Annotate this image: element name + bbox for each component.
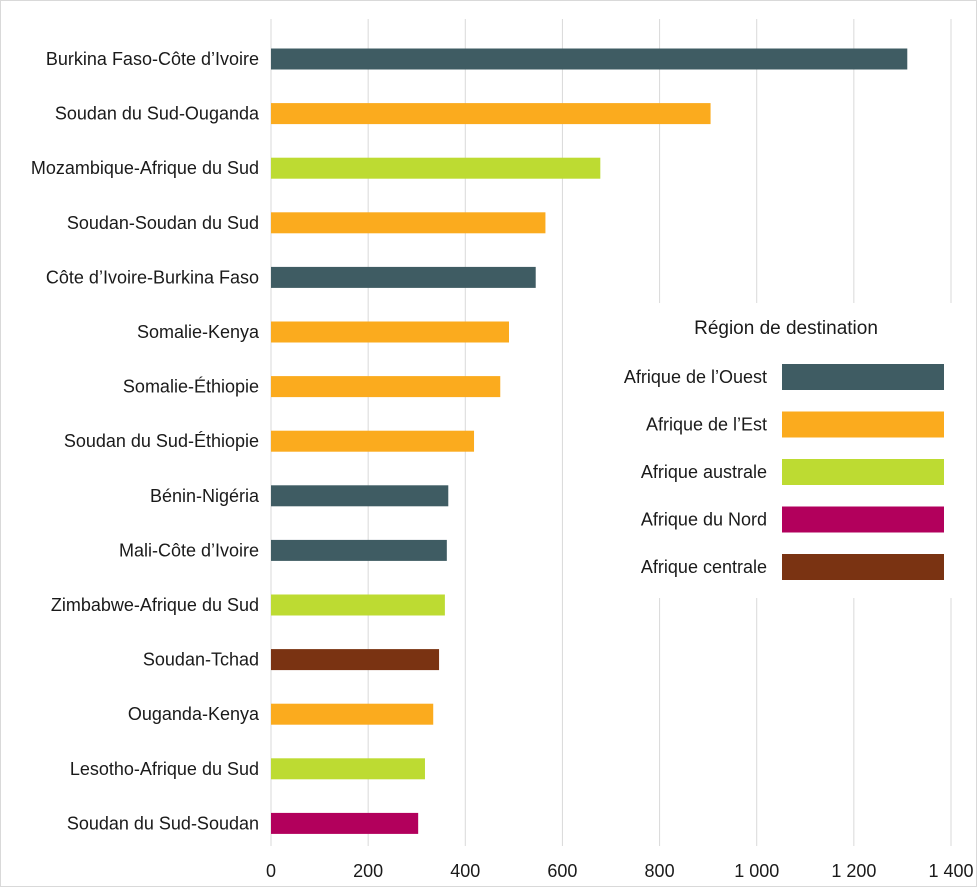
legend-label-5: Afrique centrale xyxy=(641,557,767,577)
category-label-3: Mozambique-Afrique du Sud xyxy=(31,158,259,178)
legend-swatch-4 xyxy=(782,506,944,533)
x-tick-label-4: 800 xyxy=(645,861,675,881)
bar-12 xyxy=(271,649,440,671)
legend-title: Région de destination xyxy=(694,318,878,339)
bar-15 xyxy=(271,812,419,834)
category-label-10: Mali-Côte d’Ivoire xyxy=(119,540,259,560)
x-tick-label-2: 400 xyxy=(450,861,480,881)
x-tick-label-6: 1 200 xyxy=(831,861,876,881)
category-label-5: Côte d’Ivoire-Burkina Faso xyxy=(46,267,259,287)
legend-label-4: Afrique du Nord xyxy=(641,510,767,530)
legend-swatch-3 xyxy=(782,459,944,485)
category-label-13: Ouganda-Kenya xyxy=(128,704,260,724)
legend-label-3: Afrique australe xyxy=(641,462,767,482)
bar-6 xyxy=(271,321,509,343)
category-label-9: Bénin-Nigéria xyxy=(150,486,260,506)
bar-14 xyxy=(271,758,425,780)
legend-label-2: Afrique de l’Est xyxy=(646,415,767,435)
x-tick-label-0: 0 xyxy=(266,861,276,881)
legend-swatch-5 xyxy=(782,554,944,580)
category-label-6: Somalie-Kenya xyxy=(137,322,260,342)
bar-3 xyxy=(271,157,601,179)
bar-9 xyxy=(271,485,449,507)
bar-2 xyxy=(271,103,711,125)
legend-label-1: Afrique de l’Ouest xyxy=(624,367,767,387)
legend-background xyxy=(591,303,966,598)
category-label-15: Soudan du Sud-Soudan xyxy=(67,813,259,833)
bar-1 xyxy=(271,48,908,70)
category-label-7: Somalie-Éthiopie xyxy=(123,377,259,397)
category-label-14: Lesotho-Afrique du Sud xyxy=(70,759,259,779)
legend: Région de destination Afrique de l’Ouest… xyxy=(591,303,966,598)
category-label-8: Soudan du Sud-Éthiopie xyxy=(64,431,259,451)
legend-swatch-2 xyxy=(782,411,944,438)
bar-13 xyxy=(271,703,434,725)
legend-swatch-1 xyxy=(782,364,944,390)
category-label-2: Soudan du Sud-Ouganda xyxy=(55,104,260,124)
category-label-11: Zimbabwe-Afrique du Sud xyxy=(51,595,259,615)
x-tick-label-7: 1 400 xyxy=(928,861,973,881)
bars xyxy=(271,48,908,834)
x-tick-label-5: 1 000 xyxy=(734,861,779,881)
bar-7 xyxy=(271,376,501,398)
bar-10 xyxy=(271,539,447,561)
x-tick-label-1: 200 xyxy=(353,861,383,881)
bar-8 xyxy=(271,430,475,452)
bar-4 xyxy=(271,212,546,234)
category-labels: Burkina Faso-Côte d’Ivoire Soudan du Sud-… xyxy=(31,49,260,833)
category-label-1: Burkina Faso-Côte d’Ivoire xyxy=(46,49,259,69)
category-label-12: Soudan-Tchad xyxy=(143,650,259,670)
category-label-4: Soudan-Soudan du Sud xyxy=(67,213,259,233)
bar-5 xyxy=(271,266,536,288)
x-axis-tick-labels: 0 200 400 600 800 1 000 1 200 1 400 xyxy=(266,861,974,881)
bar-11 xyxy=(271,594,445,616)
x-tick-label-3: 600 xyxy=(547,861,577,881)
